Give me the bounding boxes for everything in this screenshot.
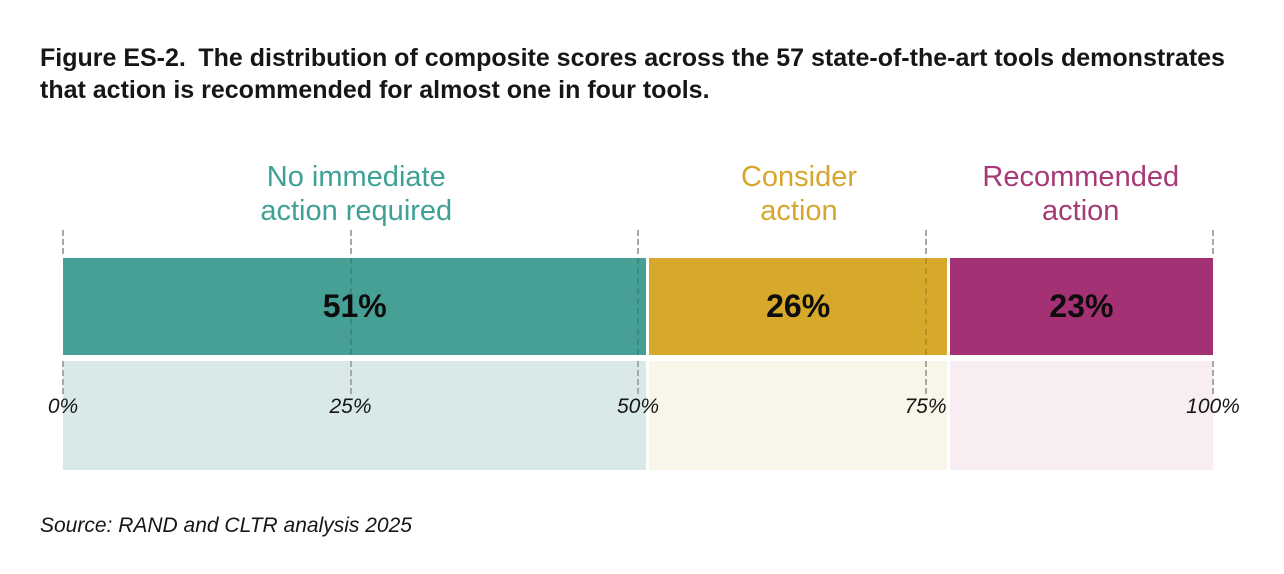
segment-heading-recommended-action: Recommended action	[982, 161, 1180, 227]
axis-tick-line-through-bar	[924, 258, 927, 355]
axis-tick-label-75: 75%	[904, 395, 947, 418]
axis-band	[63, 361, 1213, 470]
stacked-bar-chart: No immediate action required Consider ac…	[48, 158, 1240, 470]
bar-segment-no-immediate-action: 51%	[63, 258, 647, 355]
stacked-bar: 51% 26% 23%	[63, 258, 1213, 355]
axis-tick-line	[62, 230, 64, 254]
figure-title: Figure ES-2. The distribution of composi…	[40, 44, 1225, 104]
axis-tick-label-0: 0%	[47, 395, 79, 418]
axis-tick-label-50: 50%	[616, 395, 660, 418]
axis-tick-line	[1212, 361, 1214, 394]
bar-value-label: 26%	[766, 288, 831, 324]
axis-tick-line	[637, 230, 639, 254]
source-note: Source: RAND and CLTR analysis 2025	[40, 514, 412, 537]
axis-tick-line	[924, 230, 927, 254]
segment-heading-consider-action: Consider action	[740, 161, 858, 227]
band-segment-no-immediate-action	[63, 361, 647, 470]
bar-value-label: 23%	[1049, 288, 1114, 324]
axis-tick-line	[637, 361, 639, 394]
bar-segment-consider-action: 26%	[649, 258, 947, 355]
axis-tick-line	[349, 230, 352, 254]
axis-tick-line	[349, 361, 352, 394]
axis-tick-label-100: 100%	[1186, 395, 1240, 418]
bar-value-label: 51%	[322, 288, 387, 324]
axis-tick-line-through-bar	[637, 258, 639, 355]
band-segment-consider-action	[649, 361, 947, 470]
axis-tick-label-25: 25%	[329, 395, 372, 418]
axis-tick-line-through-bar	[349, 258, 352, 355]
band-segment-recommended-action	[949, 361, 1213, 470]
bar-segment-recommended-action: 23%	[949, 258, 1213, 355]
axis-tick-line	[1212, 230, 1214, 254]
axis-tick-line	[924, 361, 927, 394]
axis-tick-line	[62, 361, 64, 394]
segment-heading-no-immediate-action: No immediate action required	[260, 161, 453, 227]
